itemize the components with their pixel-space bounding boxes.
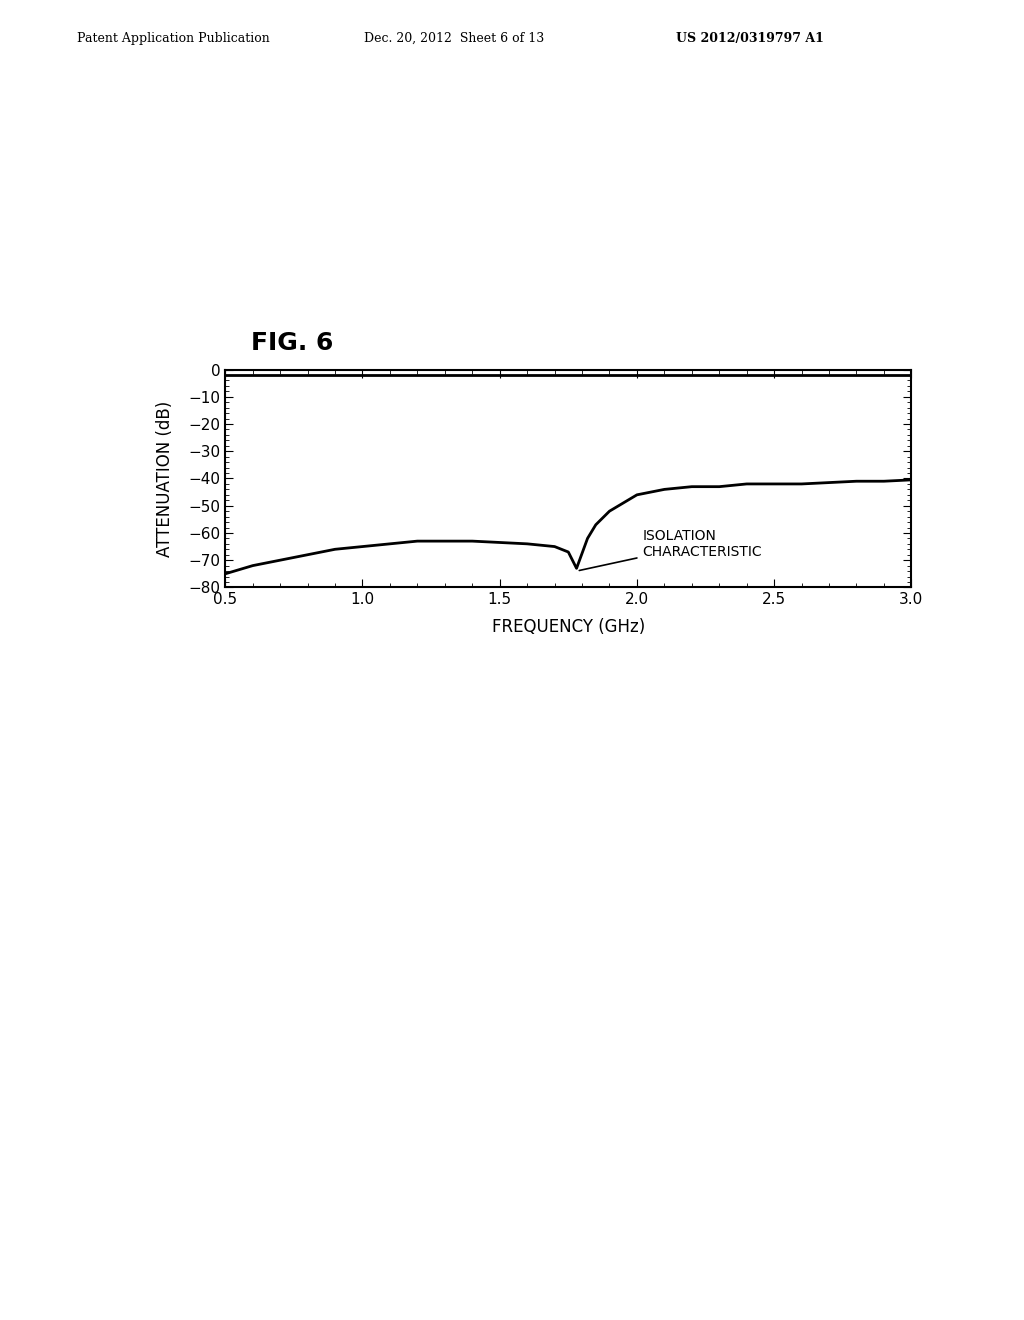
Text: US 2012/0319797 A1: US 2012/0319797 A1: [676, 32, 823, 45]
Text: Patent Application Publication: Patent Application Publication: [77, 32, 269, 45]
Text: ISOLATION
CHARACTERISTIC: ISOLATION CHARACTERISTIC: [580, 529, 762, 570]
X-axis label: FREQUENCY (GHz): FREQUENCY (GHz): [492, 618, 645, 636]
Y-axis label: ATTENUATION (dB): ATTENUATION (dB): [157, 400, 174, 557]
Text: FIG. 6: FIG. 6: [251, 331, 333, 355]
Text: Dec. 20, 2012  Sheet 6 of 13: Dec. 20, 2012 Sheet 6 of 13: [364, 32, 544, 45]
